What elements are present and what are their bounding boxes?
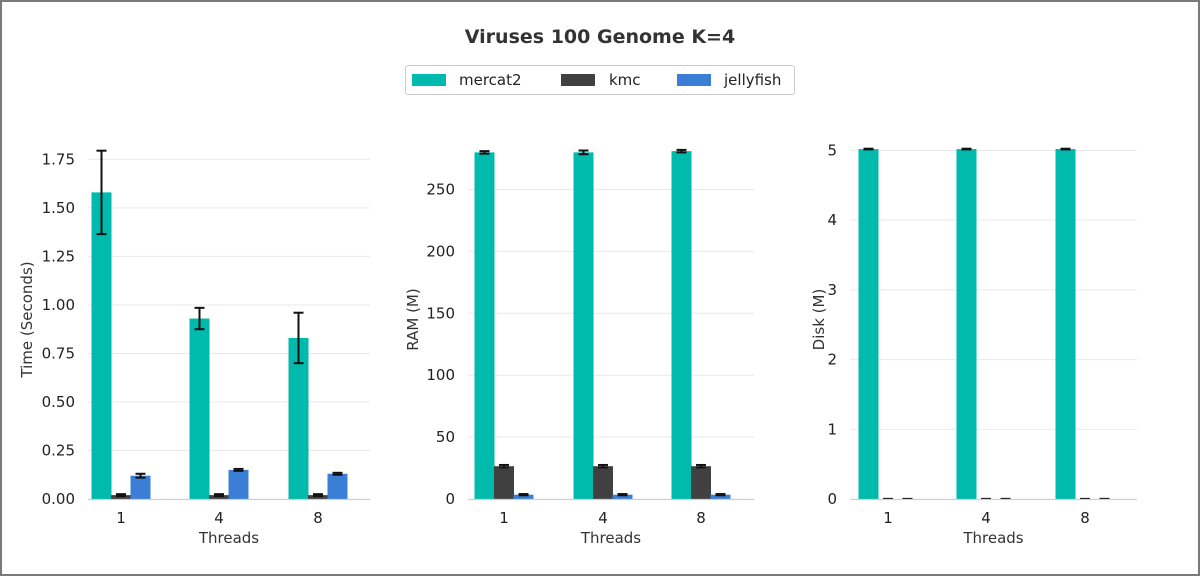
legend: mercat2 kmc jellyfish	[405, 65, 795, 95]
chart1-ytick-label: 0.75	[42, 344, 75, 362]
chart1-xtick-label: 4	[214, 509, 224, 527]
chart1-xaxis-label: Threads	[198, 529, 259, 547]
chart3-yaxis-label: Disk (M)	[810, 289, 828, 351]
chart3-ytick-label: 5	[827, 141, 837, 159]
chart2-bar-kmc	[593, 466, 613, 499]
chart2-ytick-label: 0	[445, 490, 455, 508]
chart3-bar-mercat2	[858, 149, 879, 499]
chart1-bar-jellyfish	[130, 475, 151, 499]
chart2-bar-jellyfish	[612, 494, 633, 499]
chart2-xaxis-label: Threads	[580, 529, 641, 547]
chart1-ytick-label: 0.50	[42, 393, 75, 411]
chart3-bar-mercat2	[956, 149, 977, 499]
chart1-xtick-label: 8	[313, 509, 323, 527]
chart1-bar-mercat2	[91, 192, 112, 499]
legend-label-kmc: kmc	[609, 71, 641, 89]
chart3-bar-mercat2	[1055, 149, 1076, 499]
chart1-ytick-label: 0.00	[42, 490, 75, 508]
chart1-ytick-label: 1.00	[42, 296, 75, 314]
chart3-ytick-label: 0	[827, 490, 837, 508]
figure-title: Viruses 100 Genome K=4	[464, 26, 736, 48]
chart3-ytick-label: 2	[827, 351, 837, 369]
chart1-bar-jellyfish	[228, 469, 249, 499]
chart1-yaxis-label: Time (Seconds)	[18, 261, 36, 378]
chart2-ytick-label: 50	[436, 428, 455, 446]
legend-label-jellyfish: jellyfish	[724, 71, 782, 89]
chart3-xaxis-label: Threads	[962, 529, 1023, 547]
chart2-yaxis-label: RAM (M)	[404, 288, 422, 350]
chart3-ytick-label: 3	[827, 281, 837, 299]
chart3-xtick-label: 8	[1080, 509, 1090, 527]
chart3-ytick-label: 1	[827, 420, 837, 438]
chart2-bar-kmc	[691, 466, 711, 499]
chart1-ytick-label: 1.50	[42, 199, 75, 217]
chart2-xtick-label: 4	[598, 509, 608, 527]
chart1-ytick-label: 1.25	[42, 247, 75, 265]
chart2-ytick-label: 250	[426, 181, 455, 199]
chart2-ytick-label: 100	[426, 366, 455, 384]
chart1-bar-jellyfish	[327, 473, 348, 499]
chart3-xtick-label: 4	[981, 509, 991, 527]
legend-swatch-jellyfish	[677, 74, 711, 86]
chart3-xtick-label: 1	[883, 509, 893, 527]
chart2-bar-mercat2	[671, 151, 692, 500]
chart1-bar-mercat2	[189, 318, 210, 499]
chart3-ytick-label: 4	[827, 211, 837, 229]
chart2-ytick-label: 200	[426, 242, 455, 260]
legend-swatch-mercat2	[412, 74, 446, 86]
chart1-xtick-label: 1	[116, 509, 126, 527]
chart1-ytick-label: 1.75	[42, 150, 75, 168]
chart2-bar-jellyfish	[513, 494, 534, 499]
chart1-bar-mercat2	[288, 337, 309, 499]
chart2-bar-mercat2	[573, 152, 594, 499]
chart2-xtick-label: 1	[499, 509, 509, 527]
chart2-bar-kmc	[494, 466, 514, 499]
chart2-bar-jellyfish	[710, 494, 731, 499]
chart2-xtick-label: 8	[696, 509, 706, 527]
legend-swatch-kmc	[561, 74, 595, 86]
legend-label-mercat2: mercat2	[459, 71, 522, 89]
chart2-bar-mercat2	[474, 152, 495, 499]
chart2-ytick-label: 150	[426, 304, 455, 322]
chart1-ytick-label: 0.25	[42, 441, 75, 459]
